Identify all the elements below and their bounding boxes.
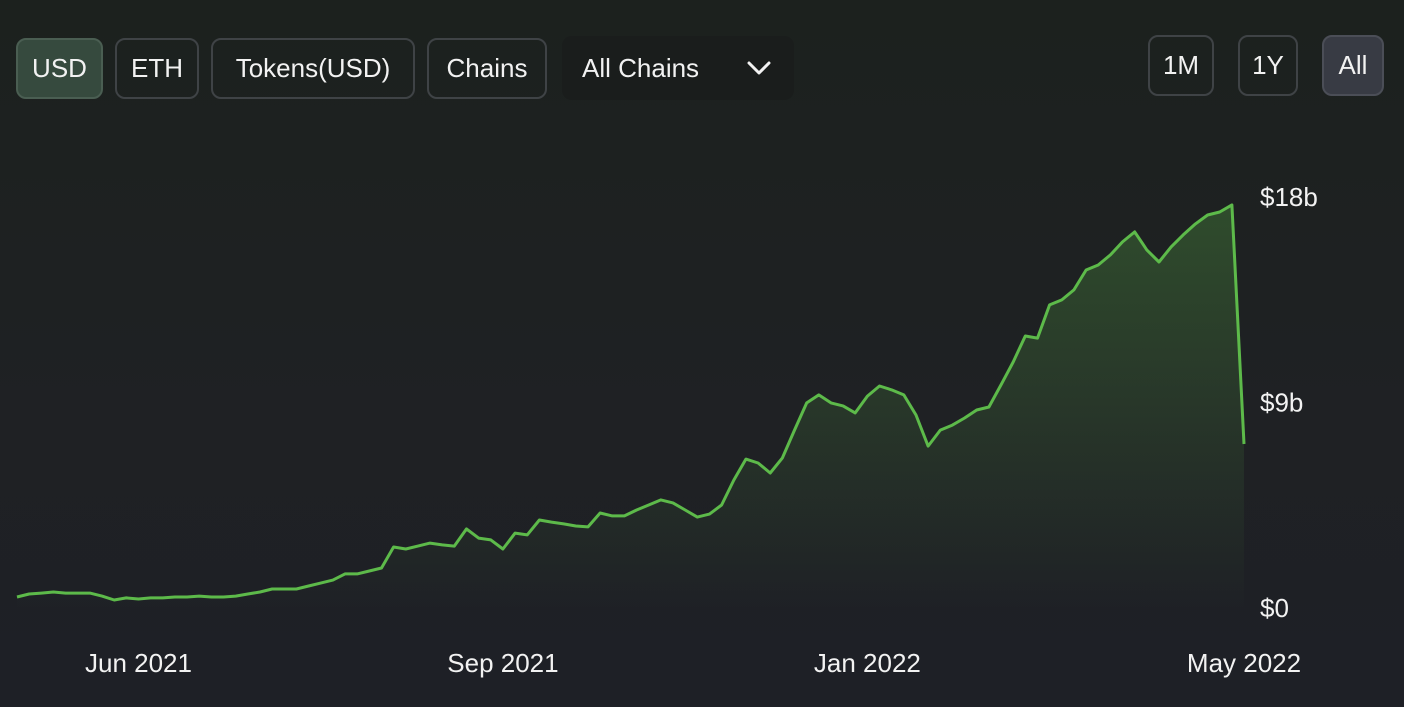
y-tick-label: $0 xyxy=(1260,593,1289,623)
currency-button[interactable]: Tokens(USD) xyxy=(211,38,415,99)
range-button[interactable]: 1Y xyxy=(1238,35,1298,96)
x-tick-label: Sep 2021 xyxy=(447,648,558,678)
currency-button[interactable]: USD xyxy=(16,38,103,99)
x-tick-label: Jun 2021 xyxy=(85,648,192,678)
dropdown-label: All Chains xyxy=(582,52,700,83)
x-tick-label: Jan 2022 xyxy=(814,648,921,678)
y-tick-label: $18b xyxy=(1260,182,1318,212)
range-button[interactable]: All xyxy=(1322,35,1384,96)
x-tick-label: May 2022 xyxy=(1187,648,1301,678)
chevron-icon xyxy=(747,61,771,75)
currency-button[interactable]: Chains xyxy=(427,38,547,99)
currency-button[interactable]: ETH xyxy=(115,38,199,99)
range-button[interactable]: 1M xyxy=(1148,35,1214,96)
chain-dropdown[interactable]: All Chains xyxy=(562,36,794,100)
y-tick-label: $9b xyxy=(1260,387,1303,417)
tvl-line xyxy=(16,203,1246,602)
area-fill xyxy=(17,204,1244,610)
